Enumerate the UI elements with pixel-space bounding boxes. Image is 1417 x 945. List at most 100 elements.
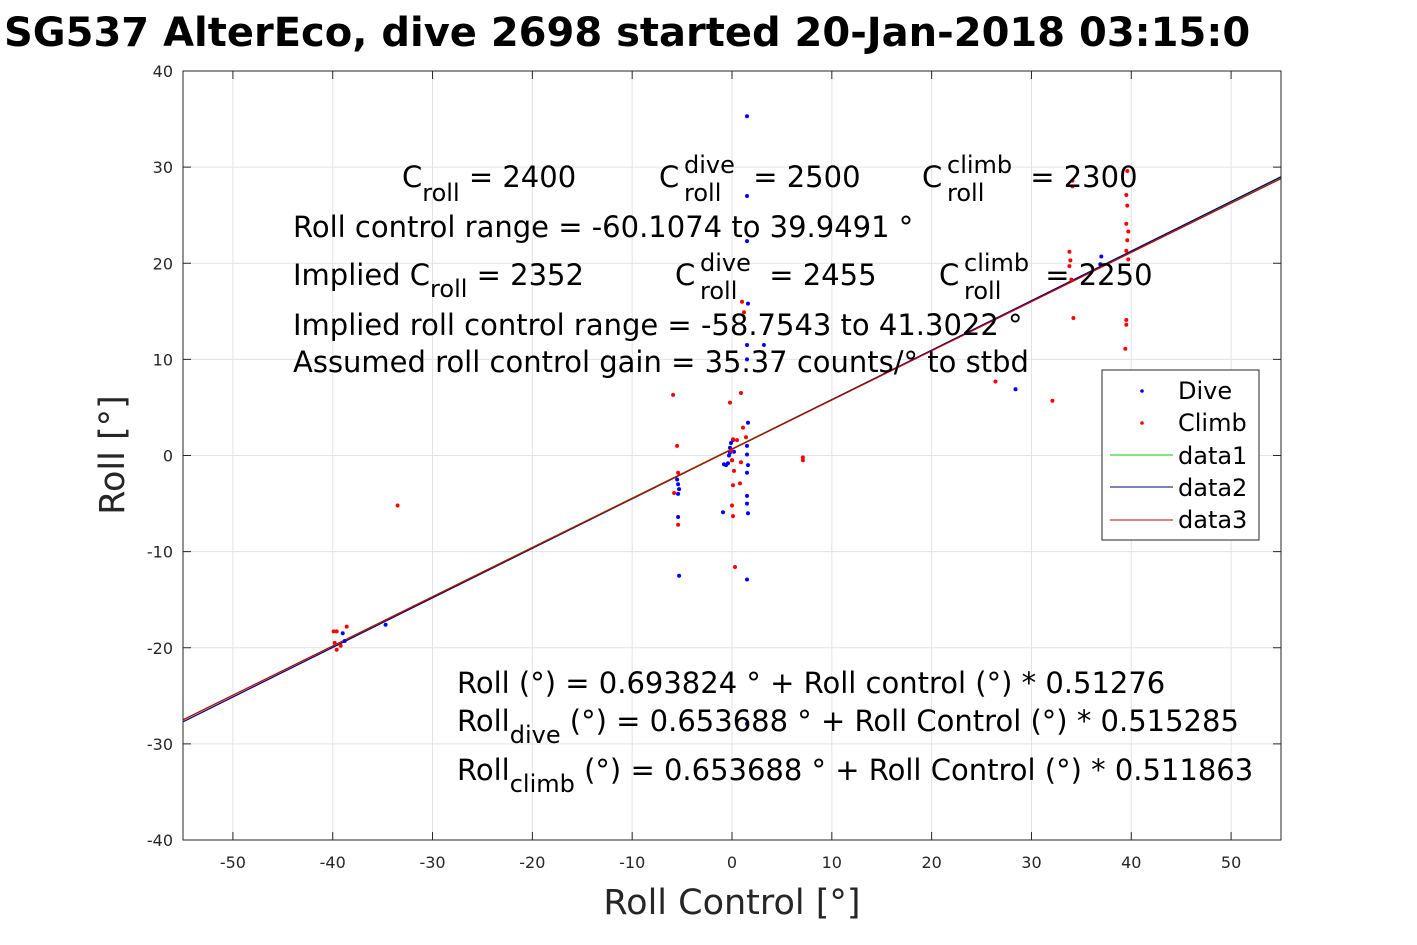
climb-point — [1070, 178, 1075, 183]
dive-point — [745, 452, 749, 457]
annotation-c-roll: Croll = 2400 — [402, 160, 576, 207]
climb-point — [1071, 316, 1076, 320]
chart-title: SG537 AlterEco, dive 2698 started 20-Jan… — [4, 10, 1250, 56]
climb-point — [730, 458, 734, 463]
legend-label-dive: Dive — [1178, 377, 1232, 405]
legend-marker-dive — [1140, 389, 1144, 393]
dive-point — [745, 343, 749, 347]
climb-point — [729, 448, 733, 453]
climb-point — [741, 425, 745, 430]
climb-point — [739, 391, 743, 395]
annotation-fit-climb: Rollclimb (°) = 0.653688 ° + Roll Contro… — [457, 753, 1253, 798]
x-tick-label: 0 — [727, 853, 737, 872]
annotation-range: Roll control range = -60.1074 to 39.9491… — [293, 210, 913, 244]
climb-point — [671, 392, 676, 397]
x-tick-label: -50 — [220, 853, 246, 872]
dive-point — [745, 114, 749, 119]
climb-point — [1125, 238, 1130, 243]
climb-point — [1124, 322, 1129, 327]
x-tick-label: 40 — [1121, 853, 1141, 872]
climb-point — [993, 379, 998, 384]
x-axis-ticks: -50 -40 -30 -20 -10 0 10 20 30 40 50 — [220, 71, 1241, 872]
y-tick-label: -40 — [147, 831, 173, 850]
x-tick-label: -20 — [519, 853, 545, 872]
dive-point — [745, 501, 749, 506]
climb-point — [735, 438, 739, 443]
dive-point — [746, 301, 750, 306]
climb-point — [1069, 277, 1074, 282]
dive-point — [745, 357, 749, 362]
dive-point — [746, 511, 750, 516]
climb-point — [676, 522, 681, 527]
climb-point — [1124, 193, 1129, 197]
dive-point — [383, 622, 388, 627]
legend-label-data1: data1 — [1178, 442, 1247, 470]
y-axis-label: Roll [°] — [93, 395, 133, 515]
dive-point — [745, 443, 749, 448]
climb-point — [334, 629, 339, 634]
x-tick-label: 20 — [921, 853, 941, 872]
dive-point — [745, 577, 749, 582]
climb-point — [1070, 184, 1075, 189]
annotation-fit: Roll (°) = 0.693824 ° + Roll control (°)… — [457, 666, 1165, 700]
climb-point — [1125, 169, 1130, 173]
climb-point — [742, 310, 746, 315]
climb-point — [1068, 258, 1073, 263]
dive-point — [677, 487, 682, 492]
y-tick-label: 30 — [153, 158, 173, 177]
climb-point — [740, 299, 744, 304]
dive-point — [745, 721, 749, 726]
climb-point — [1126, 229, 1131, 234]
dive-point — [745, 239, 749, 244]
climb-point — [675, 443, 680, 448]
dive-point — [746, 420, 750, 425]
climb-point — [800, 455, 805, 460]
climb-point — [331, 629, 336, 634]
climb-point — [332, 640, 337, 645]
x-tick-label: -10 — [619, 853, 645, 872]
dive-point — [726, 461, 730, 466]
climb-point — [395, 503, 400, 508]
climb-point — [1067, 264, 1072, 269]
climb-point — [732, 468, 736, 473]
y-tick-label: 10 — [153, 350, 173, 369]
y-tick-label: -10 — [147, 543, 173, 562]
annotation-implied-c-roll: Implied Croll = 2352 — [293, 258, 584, 303]
legend-label-climb: Climb — [1178, 409, 1247, 437]
climb-point — [338, 643, 343, 648]
data-points — [331, 114, 1131, 726]
dive-point — [1098, 262, 1103, 267]
climb-point — [1123, 346, 1128, 351]
climb-point — [334, 647, 339, 652]
climb-point — [731, 437, 735, 442]
y-tick-label: -30 — [147, 735, 173, 754]
dive-point — [745, 194, 749, 198]
dive-point — [745, 470, 749, 475]
climb-point — [1126, 257, 1131, 262]
dive-point — [676, 482, 681, 487]
climb-point — [1125, 203, 1130, 208]
legend-marker-climb — [1140, 421, 1144, 425]
climb-point — [1050, 398, 1055, 403]
climb-point — [738, 481, 742, 486]
climb-point — [733, 565, 737, 569]
y-tick-label: -20 — [147, 639, 173, 658]
climb-point — [728, 400, 732, 405]
climb-point — [672, 491, 677, 495]
climb-point — [1124, 318, 1129, 322]
dive-point — [676, 515, 681, 519]
climb-point — [1124, 248, 1129, 253]
climb-point — [344, 624, 349, 629]
annotation-implied-range: Implied roll control range = -58.7543 to… — [293, 308, 1023, 342]
annotation-gain: Assumed roll control gain = 35.37 counts… — [293, 345, 1029, 379]
dive-point — [729, 441, 733, 445]
dive-point — [340, 631, 345, 636]
legend: Dive Climb data1 data2 data3 — [1101, 369, 1260, 541]
dive-point — [1099, 254, 1104, 259]
dive-point — [746, 463, 750, 468]
